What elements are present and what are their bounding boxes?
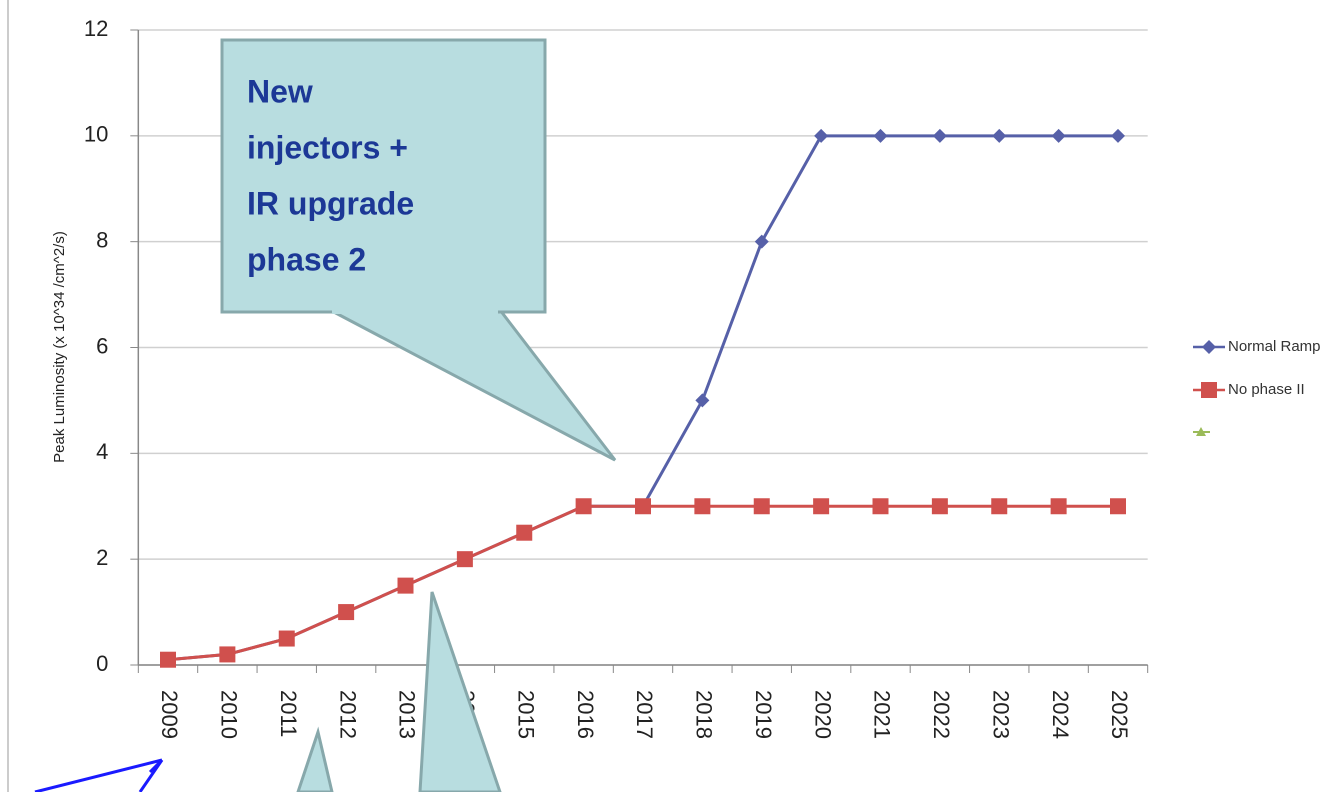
- annotation-line: New: [247, 73, 313, 109]
- marker: [456, 551, 473, 568]
- callout-pointer: [329, 308, 617, 462]
- annotation-line: IR upgrade: [247, 185, 414, 221]
- marker: [219, 646, 236, 663]
- marker: [992, 128, 1007, 143]
- marker: [991, 498, 1008, 515]
- marker: [754, 234, 769, 249]
- marker: [575, 498, 592, 515]
- x-tick-label: 2011: [276, 690, 301, 737]
- marker: [1111, 128, 1125, 143]
- marker: [1050, 498, 1067, 515]
- x-tick-label: 2012: [335, 690, 360, 739]
- x-tick-label: 2013: [395, 690, 420, 739]
- x-tick-label: 2019: [751, 690, 776, 739]
- x-tick-label: 2010: [217, 690, 242, 739]
- marker: [873, 128, 888, 143]
- marker: [932, 128, 947, 143]
- plot: 0246810122009201020112012201320142015201…: [84, 16, 1149, 739]
- y-tick-label: 0: [96, 651, 108, 676]
- callout-pointer: [295, 726, 334, 794]
- marker: [694, 498, 711, 515]
- marker: [872, 498, 889, 515]
- marker: [278, 630, 295, 647]
- marker: [1202, 340, 1216, 354]
- marker: [1201, 382, 1217, 398]
- x-tick-label: 2018: [692, 690, 717, 739]
- annotation-line: injectors +: [247, 129, 408, 165]
- y-tick-label: 6: [96, 333, 108, 358]
- arrow: [34, 758, 164, 794]
- callout-box: [220, 38, 547, 314]
- callout-join: [332, 306, 498, 314]
- marker: [931, 498, 948, 515]
- marker: [516, 524, 533, 541]
- x-tick-label: 2016: [573, 690, 598, 739]
- x-tick-label: 2015: [513, 690, 538, 739]
- y-tick-label: 4: [96, 439, 108, 464]
- y-tick-label: 10: [84, 122, 108, 147]
- callout-pointer: [418, 591, 503, 794]
- marker: [1051, 128, 1066, 143]
- marker: [1110, 498, 1126, 515]
- marker: [397, 577, 414, 594]
- x-tick-label: 2021: [870, 690, 895, 739]
- marker: [813, 498, 830, 515]
- x-tick-label: 2020: [810, 690, 835, 739]
- annotation-line: phase 2: [247, 241, 366, 277]
- legend-label: No phase II: [1228, 381, 1305, 398]
- y-tick-label: 8: [96, 227, 108, 252]
- marker: [753, 498, 770, 515]
- x-tick-label: 2017: [632, 690, 657, 739]
- x-tick-label: 2025: [1107, 690, 1132, 739]
- legend-label: Normal Ramp: [1228, 338, 1321, 355]
- marker: [338, 604, 355, 621]
- y-tick-label: 12: [84, 16, 108, 41]
- y-axis-label: Peak Luminosity (x 10^34 /cm^2/s): [51, 231, 68, 463]
- x-tick-label: 2009: [157, 690, 182, 739]
- annotation: New injectors + IR upgrade phase 2: [247, 73, 414, 277]
- legend-marker: [1196, 427, 1206, 436]
- x-tick-label: 2024: [1048, 690, 1073, 739]
- x-tick-label: 2022: [929, 690, 954, 739]
- series-line: [167, 504, 1118, 662]
- marker: [695, 393, 710, 408]
- marker: [635, 498, 651, 515]
- y-tick-label: 2: [96, 545, 108, 570]
- marker: [160, 651, 176, 668]
- x-tick-label: 2023: [988, 690, 1013, 739]
- marker: [814, 128, 829, 143]
